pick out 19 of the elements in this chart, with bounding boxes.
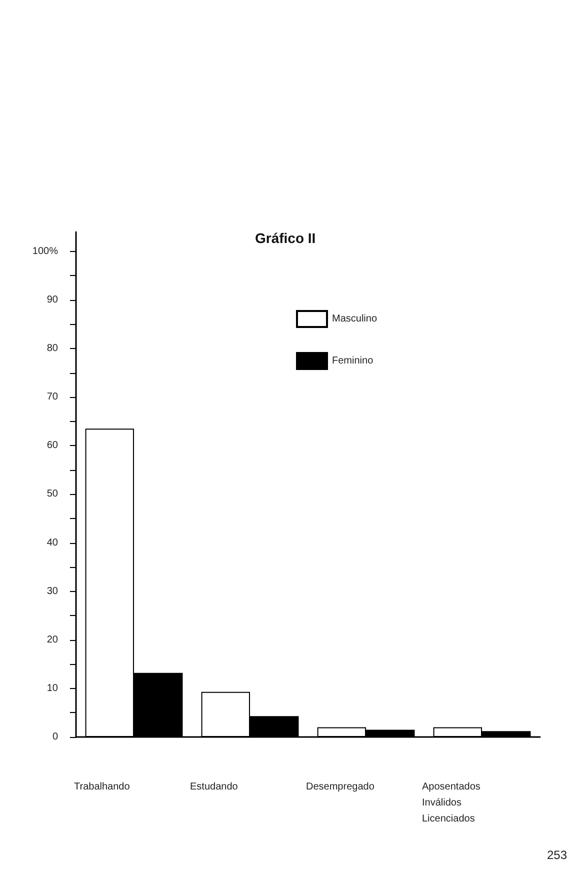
text: 253	[546, 848, 568, 862]
chart-title: Gráfico II	[255, 230, 316, 246]
x-tick-label: Desempregado	[306, 782, 375, 792]
y-tick-label: 90	[46, 294, 58, 306]
y-tick-label: 100%	[32, 246, 58, 257]
y-tick-label: 30	[46, 586, 58, 597]
y-tick-label: 70	[46, 392, 58, 403]
y-tick-label: 50	[46, 488, 58, 500]
x-tick-label: Aposentados Inválidos Licenciados	[422, 782, 480, 824]
y-tick-label: 40	[46, 537, 58, 548]
legend-label: Feminino	[332, 356, 374, 366]
y-tick-label: 20	[46, 634, 58, 646]
y-tick-label: 60	[46, 440, 58, 452]
y-tick-label: 0	[52, 732, 58, 742]
y-tick-label: 80	[46, 343, 58, 354]
x-tick-label: Estudando	[190, 782, 238, 792]
x-tick-label: Trabalhando	[74, 782, 130, 792]
legend-label: Masculino	[332, 314, 378, 324]
y-tick-label: 10	[46, 682, 58, 694]
